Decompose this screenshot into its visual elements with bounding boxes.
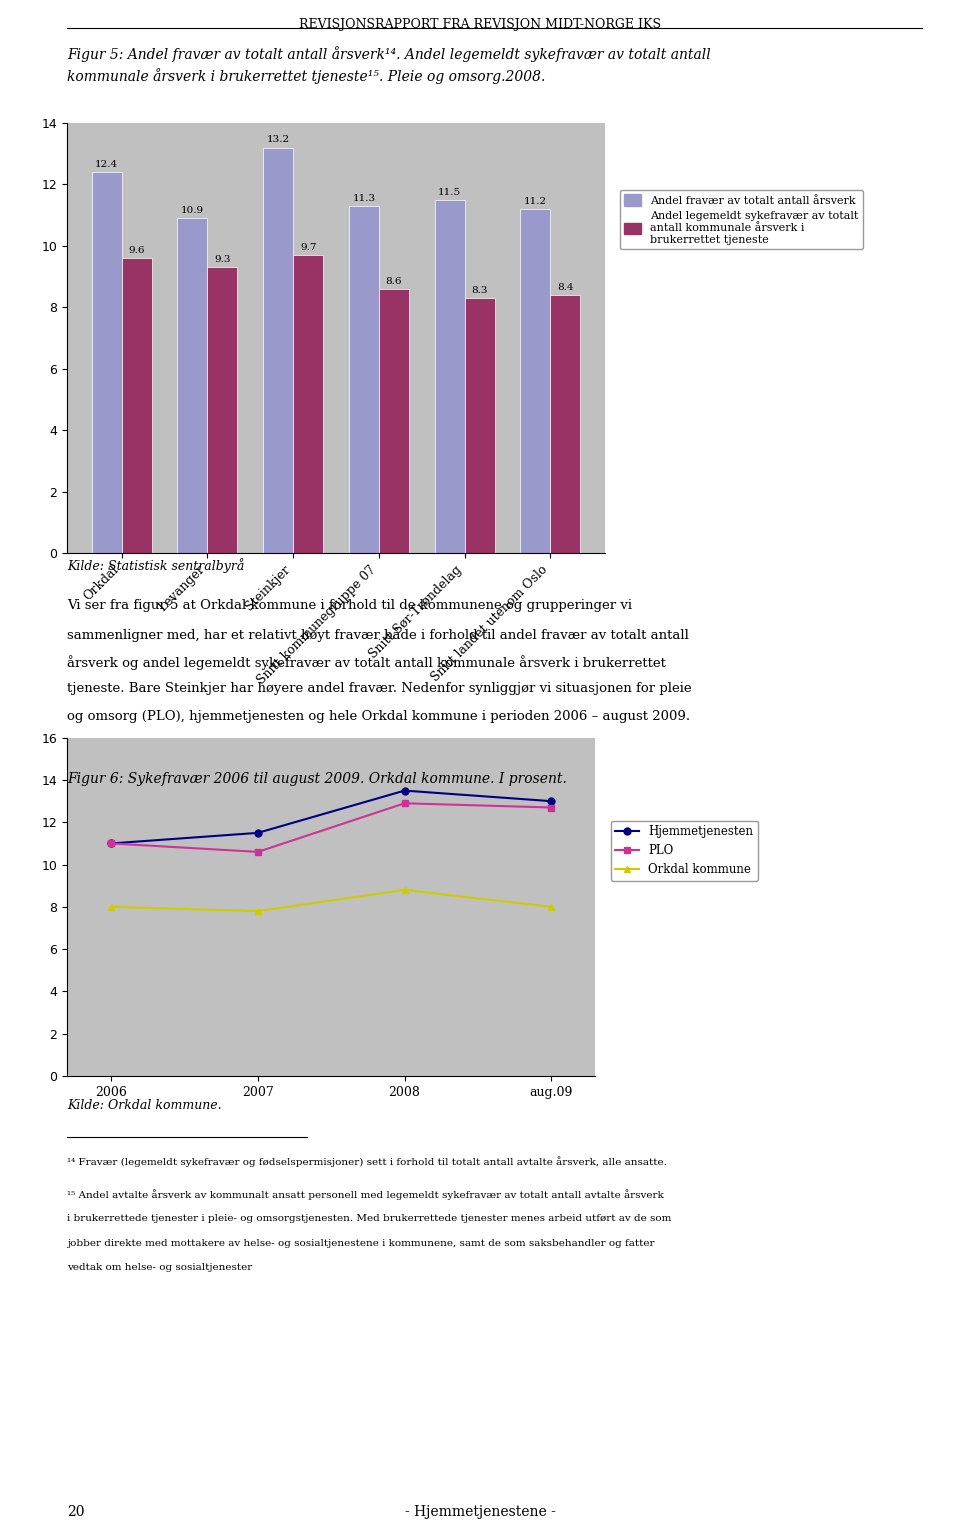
Text: årsverk og andel legemeldt sykefravær av totalt antall kommunale årsverk i bruke: årsverk og andel legemeldt sykefravær av… — [67, 655, 666, 670]
Text: 20: 20 — [67, 1505, 84, 1519]
Bar — [91, 172, 122, 553]
Legend: Hjemmetjenesten, PLO, Orkdal kommune: Hjemmetjenesten, PLO, Orkdal kommune — [611, 821, 758, 881]
Bar — [263, 148, 293, 553]
Text: 12.4: 12.4 — [95, 160, 118, 169]
Hjemmetjenesten — [252, 824, 264, 842]
PLO — [545, 798, 557, 816]
Hjemmetjenesten — [106, 835, 117, 853]
Text: 8.4: 8.4 — [557, 283, 574, 292]
Text: i brukerrettede tjenester i pleie- og omsorgstjenesten. Med brukerrettede tjenes: i brukerrettede tjenester i pleie- og om… — [67, 1214, 672, 1223]
Text: 9.7: 9.7 — [300, 243, 317, 252]
Hjemmetjenesten — [545, 792, 557, 810]
Text: ¹⁵ Andel avtalte årsverk av kommunalt ansatt personell med legemeldt sykefravær : ¹⁵ Andel avtalte årsverk av kommunalt an… — [67, 1190, 664, 1200]
PLO — [252, 842, 264, 861]
Text: ¹⁴ Fravær (legemeldt sykefravær og fødselspermisjoner) sett i forhold til totalt: ¹⁴ Fravær (legemeldt sykefravær og fødse… — [67, 1156, 667, 1167]
Text: og omsorg (PLO), hjemmetjenesten og hele Orkdal kommune i perioden 2006 – august: og omsorg (PLO), hjemmetjenesten og hele… — [67, 710, 690, 722]
Text: kommunale årsverk i brukerrettet tjeneste¹⁵. Pleie og omsorg.2008.: kommunale årsverk i brukerrettet tjenest… — [67, 68, 545, 83]
Text: vedtak om helse- og sosialtjenester: vedtak om helse- og sosialtjenester — [67, 1263, 252, 1273]
Text: 13.2: 13.2 — [267, 135, 290, 144]
Orkdal kommune — [252, 902, 264, 921]
Bar — [435, 200, 465, 553]
Text: 11.3: 11.3 — [352, 194, 375, 203]
Bar — [465, 298, 494, 553]
Text: Figur 5: Andel fravær av totalt antall årsverk¹⁴. Andel legemeldt sykefravær av : Figur 5: Andel fravær av totalt antall å… — [67, 46, 711, 61]
PLO — [398, 795, 410, 813]
Bar — [379, 289, 409, 553]
Text: 11.5: 11.5 — [438, 188, 461, 197]
Line: PLO: PLO — [108, 799, 555, 856]
Text: 8.3: 8.3 — [471, 286, 488, 295]
PLO — [106, 835, 117, 853]
Line: Orkdal kommune: Orkdal kommune — [108, 887, 555, 915]
Bar — [122, 258, 152, 553]
Text: 11.2: 11.2 — [524, 197, 547, 206]
Text: 9.3: 9.3 — [214, 255, 230, 264]
Text: Figur 6: Sykefravær 2006 til august 2009. Orkdal kommune. I prosent.: Figur 6: Sykefravær 2006 til august 2009… — [67, 772, 567, 785]
Legend: Andel fravær av totalt antall årsverk, Andel legemeldt sykefravær av totalt
anta: Andel fravær av totalt antall årsverk, A… — [620, 191, 863, 249]
Hjemmetjenesten — [398, 781, 410, 799]
Text: Kilde: Statistisk sentralbyrå: Kilde: Statistisk sentralbyrå — [67, 558, 245, 573]
Text: sammenligner med, har et relativt høyt fravær både i forhold til andel fravær av: sammenligner med, har et relativt høyt f… — [67, 627, 689, 642]
Text: REVISJONSRAPPORT FRA REVISJON MIDT-NORGE IKS: REVISJONSRAPPORT FRA REVISJON MIDT-NORGE… — [299, 18, 661, 31]
Bar — [178, 218, 207, 553]
Bar — [293, 255, 324, 553]
Bar — [207, 267, 237, 553]
Orkdal kommune — [106, 898, 117, 916]
Orkdal kommune — [398, 881, 410, 899]
Bar — [520, 209, 550, 553]
Orkdal kommune — [545, 898, 557, 916]
Line: Hjemmetjenesten: Hjemmetjenesten — [108, 787, 555, 847]
Text: Kilde: Orkdal kommune.: Kilde: Orkdal kommune. — [67, 1099, 222, 1111]
Text: Vi ser fra figur 5 at Orkdal kommune i forhold til de kommunene og grupperinger : Vi ser fra figur 5 at Orkdal kommune i f… — [67, 599, 633, 612]
Text: 10.9: 10.9 — [180, 206, 204, 215]
Text: 8.6: 8.6 — [386, 277, 402, 286]
Text: tjeneste. Bare Steinkjer har høyere andel fravær. Nedenfor synliggjør vi situasj: tjeneste. Bare Steinkjer har høyere ande… — [67, 682, 692, 695]
Text: jobber direkte med mottakere av helse- og sosialtjenestene i kommunene, samt de : jobber direkte med mottakere av helse- o… — [67, 1239, 655, 1248]
Bar — [550, 295, 581, 553]
Text: - Hjemmetjenestene -: - Hjemmetjenestene - — [404, 1505, 556, 1519]
Bar — [348, 206, 379, 553]
Text: 9.6: 9.6 — [129, 246, 145, 255]
